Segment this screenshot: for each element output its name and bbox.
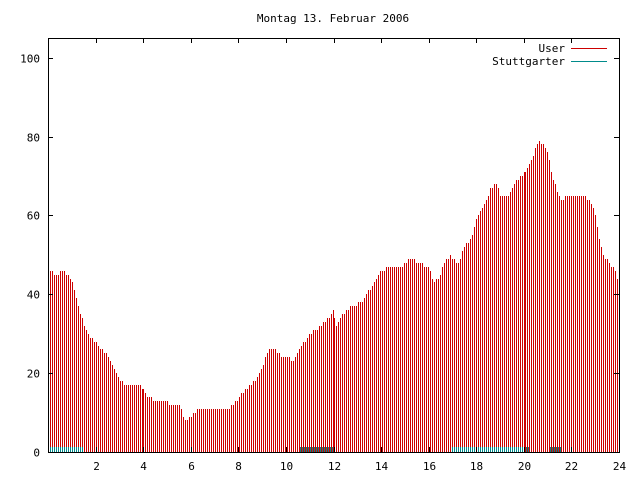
chart-title: Montag 13. Februar 2006 xyxy=(257,12,409,25)
x-tick-label-2: 6 xyxy=(188,460,195,473)
x-tick-label-0: 2 xyxy=(93,460,100,473)
x-tick-label-5: 12 xyxy=(328,460,341,473)
x-tick-label-8: 18 xyxy=(470,460,483,473)
legend-label-stuttgarter: Stuttgarter xyxy=(492,55,565,68)
y-tick-label-0: 0 xyxy=(33,447,40,460)
y-tick-label-1: 20 xyxy=(27,368,40,381)
x-tick-label-3: 8 xyxy=(235,460,242,473)
x-tick-label-1: 4 xyxy=(140,460,147,473)
x-tick-label-4: 10 xyxy=(280,460,293,473)
user-bars xyxy=(48,141,620,452)
y-axis: 0 20 40 60 80 100 xyxy=(20,53,619,460)
y-tick-label-3: 60 xyxy=(27,210,40,223)
y-tick-label-2: 40 xyxy=(27,289,40,302)
y-tick-label-5: 100 xyxy=(20,53,40,66)
x-tick-label-11: 24 xyxy=(613,460,627,473)
x-tick-label-6: 14 xyxy=(375,460,389,473)
y-tick-label-4: 80 xyxy=(27,132,40,145)
x-tick-label-7: 16 xyxy=(423,460,436,473)
stuttgarter-bars xyxy=(48,447,561,452)
legend: User Stuttgarter xyxy=(492,42,607,68)
x-tick-label-9: 20 xyxy=(518,460,531,473)
x-tick-label-10: 22 xyxy=(565,460,578,473)
x-axis: 2 4 6 8 10 12 14 16 18 20 22 24 xyxy=(93,38,626,473)
legend-label-user: User xyxy=(539,42,566,55)
